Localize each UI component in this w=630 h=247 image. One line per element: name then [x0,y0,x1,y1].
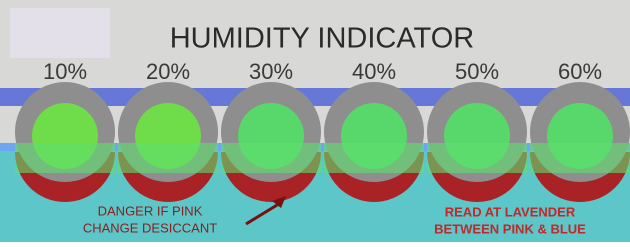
spot-glitch [15,143,115,173]
read-note: READ AT LAVENDER [445,204,576,219]
danger-note: DANGER IF PINK [98,203,203,218]
spot-label: 60% [558,59,602,84]
spot-label: 20% [146,59,190,84]
spot-glitch [118,143,218,173]
spot-glitch [324,143,424,173]
indicator-card: 10% 20% 30% 40% 50% 60% HUMIDITY INDICATOR DA… [0,0,630,242]
title: HUMIDITY INDICATOR [170,23,475,55]
spot-label: 50% [455,59,499,84]
spot-label: 40% [352,59,396,84]
spot-glitch [530,143,630,173]
danger-note: CHANGE DESICCANT [83,220,217,235]
spot-label: 30% [249,59,293,84]
glitch-patch [10,8,110,58]
spot-glitch [427,143,527,173]
read-note: BETWEEN PINK & BLUE [434,221,586,236]
spot-glitch [221,143,321,173]
spot-label: 10% [43,59,87,84]
